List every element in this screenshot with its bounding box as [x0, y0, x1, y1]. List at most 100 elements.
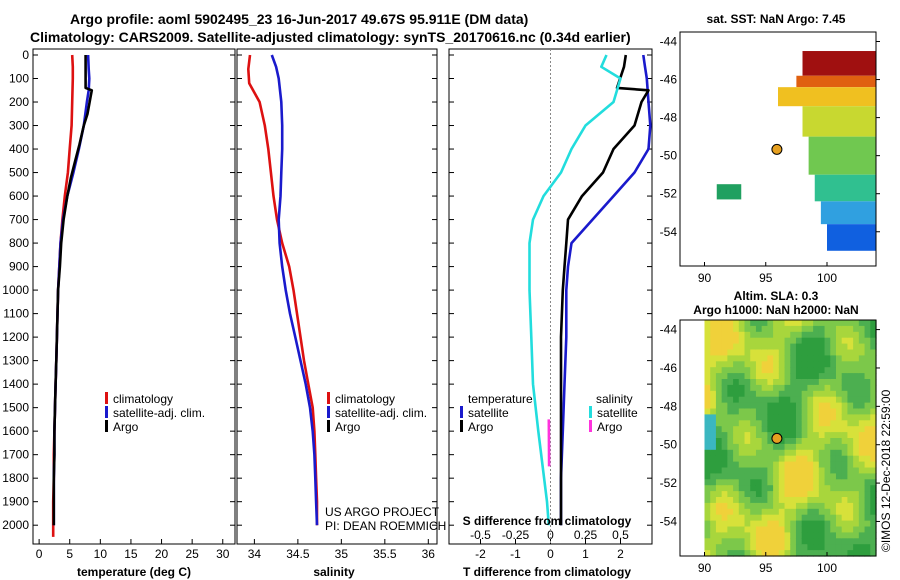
- y-tick-label: 1300: [2, 354, 29, 368]
- y-tick-label: 2000: [2, 518, 29, 532]
- sla-cell: [864, 384, 871, 392]
- legend-swatch-argo: [327, 420, 330, 432]
- sla-cell: [801, 497, 808, 504]
- sla-cell: [807, 384, 814, 392]
- sla-cell: [835, 532, 843, 539]
- sla-cell: [733, 485, 740, 492]
- legend-swatch-climatology: [105, 392, 108, 404]
- sla-cell: [870, 526, 877, 533]
- map-x-tick-label: 100: [817, 561, 837, 575]
- sla-cell: [818, 361, 826, 368]
- sla-cell: [721, 390, 728, 398]
- sla-cell: [721, 414, 728, 421]
- sla-cell: [733, 331, 740, 339]
- sla-cell: [858, 526, 866, 533]
- sla-cell: [755, 384, 763, 392]
- sla-cell: [830, 426, 837, 433]
- sla-cell: [858, 390, 866, 398]
- sla-cell: [813, 461, 820, 469]
- sla-cell: [738, 373, 746, 380]
- sla-cell: [767, 349, 774, 356]
- sla-cell: [721, 420, 728, 427]
- sla-cell: [824, 473, 831, 480]
- sla-cell: [721, 438, 728, 445]
- series-line-salinity-satellite: [528, 54, 622, 526]
- sla-cell: [767, 550, 774, 557]
- sla-cell: [715, 526, 723, 533]
- sla-cell: [727, 337, 734, 345]
- sla-cell: [744, 538, 751, 545]
- sla-cell: [801, 432, 808, 439]
- sla-cell: [858, 502, 866, 510]
- sla-cell: [824, 343, 831, 351]
- sla-cell: [773, 479, 780, 486]
- sla-cell: [807, 538, 814, 545]
- sla-cell: [750, 473, 757, 480]
- sla-cell: [790, 367, 797, 374]
- sla-cell: [715, 373, 723, 380]
- sla-cell: [784, 485, 791, 492]
- sla-map-subtitle: Argo h1000: NaN h2000: NaN: [693, 303, 858, 317]
- sla-cell: [784, 373, 791, 380]
- sla-cell: [733, 396, 740, 404]
- sla-cell: [790, 520, 797, 528]
- sla-cell: [818, 355, 826, 362]
- sla-cell: [790, 455, 797, 463]
- sla-cell: [773, 520, 780, 528]
- sla-cell: [750, 331, 757, 339]
- sla-cell: [738, 355, 746, 362]
- sla-cell: [715, 420, 723, 427]
- sla-cell: [790, 438, 797, 445]
- sla-cell: [864, 508, 871, 516]
- sla-cell: [704, 390, 711, 398]
- sla-cell: [750, 526, 757, 533]
- sla-cell: [795, 355, 803, 362]
- sla-cell: [864, 461, 871, 469]
- sla-cell: [858, 343, 866, 351]
- sla-cell: [801, 361, 808, 368]
- sla-cell: [835, 384, 843, 392]
- sla-cell: [795, 408, 803, 415]
- sla-cell: [835, 390, 843, 398]
- sla-cell: [853, 414, 860, 421]
- sla-cell: [847, 325, 854, 333]
- sla-cell: [841, 438, 849, 445]
- sla-cell: [784, 526, 791, 533]
- sla-cell: [853, 426, 860, 433]
- sla-cell: [841, 550, 849, 557]
- sla-cell: [807, 532, 814, 539]
- sla-cell: [870, 508, 877, 516]
- sla-cell: [755, 473, 763, 480]
- sla-cell: [847, 373, 854, 380]
- sla-cell: [738, 514, 746, 522]
- sla-cell: [807, 414, 814, 421]
- sla-cell: [733, 384, 740, 392]
- sla-cell: [835, 379, 843, 386]
- sla-cell: [790, 331, 797, 339]
- sla-cell: [750, 479, 757, 486]
- sla-cell: [778, 514, 786, 522]
- series-line-climatology: [51, 54, 75, 537]
- sla-cell: [750, 455, 757, 463]
- sla-cell: [704, 420, 711, 427]
- sla-cell: [704, 550, 711, 557]
- sla-cell: [773, 379, 780, 386]
- sla-cell: [721, 379, 728, 386]
- sla-cell: [818, 508, 826, 516]
- sla-cell: [870, 396, 877, 404]
- sla-cell: [841, 485, 849, 492]
- sla-cell: [778, 479, 786, 486]
- sla-cell: [778, 526, 786, 533]
- sla-cell: [864, 367, 871, 374]
- sla-cell: [767, 508, 774, 516]
- sla-cell: [807, 349, 814, 356]
- sla-cell: [778, 420, 786, 427]
- sla-cell: [738, 491, 746, 498]
- sla-cell: [858, 361, 866, 368]
- sla-cell: [755, 408, 763, 415]
- sla-cell: [773, 408, 780, 415]
- sla-cell: [813, 384, 820, 392]
- sla-cell: [795, 538, 803, 545]
- sla-cell: [870, 373, 877, 380]
- sla-cell: [870, 349, 877, 356]
